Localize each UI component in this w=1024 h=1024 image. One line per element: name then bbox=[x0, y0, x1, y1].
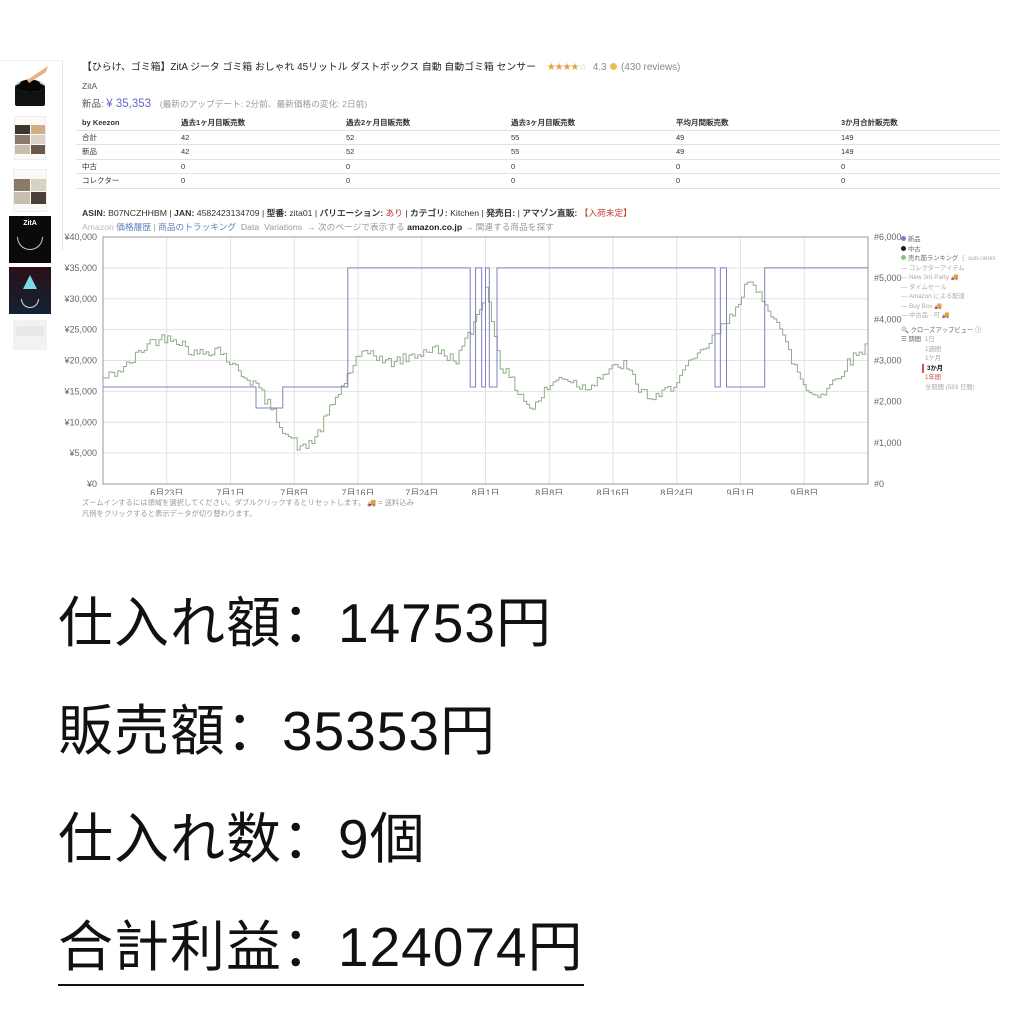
svg-text:#0: #0 bbox=[874, 479, 884, 489]
svg-text:7月8日: 7月8日 bbox=[280, 488, 308, 495]
svg-text:9月8日: 9月8日 bbox=[790, 488, 818, 495]
svg-text:#3,000: #3,000 bbox=[874, 356, 902, 366]
svg-text:¥10,000: ¥10,000 bbox=[63, 417, 97, 427]
svg-text:#4,000: #4,000 bbox=[874, 314, 902, 324]
svg-text:¥15,000: ¥15,000 bbox=[63, 386, 97, 396]
svg-text:7月24日: 7月24日 bbox=[405, 488, 438, 495]
svg-text:#1,000: #1,000 bbox=[874, 438, 902, 448]
svg-text:¥0: ¥0 bbox=[86, 479, 97, 489]
svg-text:7月1日: 7月1日 bbox=[216, 488, 244, 495]
svg-text:#6,000: #6,000 bbox=[874, 232, 902, 242]
svg-text:8月24日: 8月24日 bbox=[660, 488, 693, 495]
svg-text:¥35,000: ¥35,000 bbox=[63, 263, 97, 273]
svg-text:6月23日: 6月23日 bbox=[150, 488, 183, 495]
svg-text:8月1日: 8月1日 bbox=[471, 488, 499, 495]
svg-text:7月16日: 7月16日 bbox=[341, 488, 374, 495]
svg-text:9月1日: 9月1日 bbox=[726, 488, 754, 495]
svg-text:#5,000: #5,000 bbox=[874, 273, 902, 283]
svg-text:¥5,000: ¥5,000 bbox=[68, 448, 97, 458]
svg-text:8月16日: 8月16日 bbox=[596, 488, 629, 495]
svg-text:¥40,000: ¥40,000 bbox=[63, 232, 97, 242]
svg-text:¥30,000: ¥30,000 bbox=[63, 294, 97, 304]
svg-text:¥25,000: ¥25,000 bbox=[63, 325, 97, 335]
svg-text:#2,000: #2,000 bbox=[874, 397, 902, 407]
svg-text:8月8日: 8月8日 bbox=[535, 488, 563, 495]
svg-text:¥20,000: ¥20,000 bbox=[63, 356, 97, 366]
